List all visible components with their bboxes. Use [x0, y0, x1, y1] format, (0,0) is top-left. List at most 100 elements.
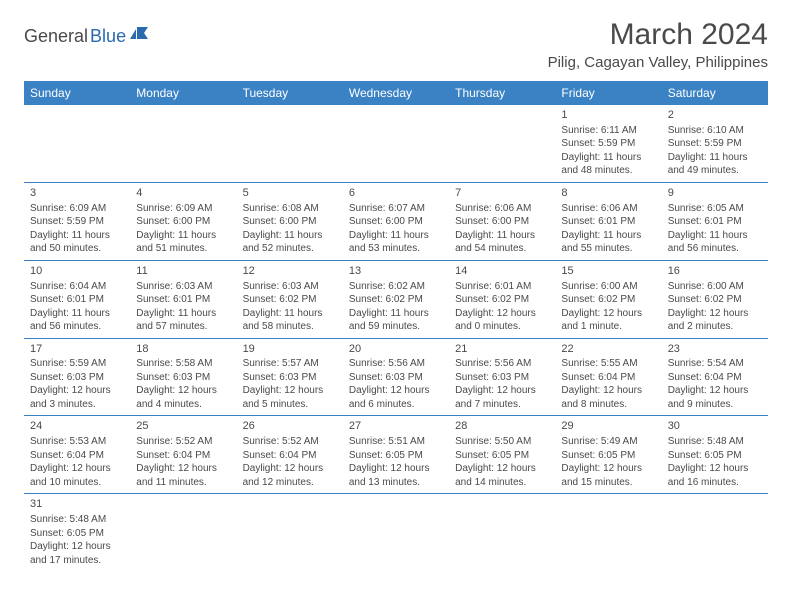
calendar-day-cell: 4Sunrise: 6:09 AMSunset: 6:00 PMDaylight…	[130, 182, 236, 260]
sunrise-text: Sunrise: 5:55 AM	[561, 357, 655, 371]
calendar-day-cell: 19Sunrise: 5:57 AMSunset: 6:03 PMDayligh…	[237, 338, 343, 416]
daylight-text: Daylight: 12 hours and 5 minutes.	[243, 384, 337, 411]
sunrise-text: Sunrise: 6:03 AM	[136, 280, 230, 294]
calendar-day-cell: 1Sunrise: 6:11 AMSunset: 5:59 PMDaylight…	[555, 105, 661, 182]
day-number: 25	[136, 419, 230, 434]
daylight-text: Daylight: 11 hours and 57 minutes.	[136, 307, 230, 334]
calendar-day-cell	[343, 105, 449, 182]
calendar-day-cell: 10Sunrise: 6:04 AMSunset: 6:01 PMDayligh…	[24, 260, 130, 338]
sunrise-text: Sunrise: 5:49 AM	[561, 435, 655, 449]
calendar-week-row: 17Sunrise: 5:59 AMSunset: 6:03 PMDayligh…	[24, 338, 768, 416]
day-number: 18	[136, 342, 230, 357]
day-number: 27	[349, 419, 443, 434]
sunrise-text: Sunrise: 5:57 AM	[243, 357, 337, 371]
daylight-text: Daylight: 12 hours and 7 minutes.	[455, 384, 549, 411]
day-number: 7	[455, 186, 549, 201]
sunset-text: Sunset: 6:04 PM	[561, 371, 655, 385]
weekday-header: Thursday	[449, 81, 555, 105]
calendar-day-cell: 28Sunrise: 5:50 AMSunset: 6:05 PMDayligh…	[449, 416, 555, 494]
calendar-day-cell: 30Sunrise: 5:48 AMSunset: 6:05 PMDayligh…	[662, 416, 768, 494]
sunrise-text: Sunrise: 6:05 AM	[668, 202, 762, 216]
sunrise-text: Sunrise: 6:01 AM	[455, 280, 549, 294]
calendar-table: Sunday Monday Tuesday Wednesday Thursday…	[24, 81, 768, 571]
day-number: 16	[668, 264, 762, 279]
sunset-text: Sunset: 6:01 PM	[668, 215, 762, 229]
calendar-day-cell	[24, 105, 130, 182]
sunset-text: Sunset: 6:02 PM	[455, 293, 549, 307]
day-number: 14	[455, 264, 549, 279]
daylight-text: Daylight: 11 hours and 56 minutes.	[30, 307, 124, 334]
day-number: 9	[668, 186, 762, 201]
day-number: 30	[668, 419, 762, 434]
daylight-text: Daylight: 11 hours and 50 minutes.	[30, 229, 124, 256]
sunrise-text: Sunrise: 5:59 AM	[30, 357, 124, 371]
logo-text-blue: Blue	[90, 26, 126, 47]
day-number: 15	[561, 264, 655, 279]
day-number: 29	[561, 419, 655, 434]
sunset-text: Sunset: 6:04 PM	[243, 449, 337, 463]
day-number: 19	[243, 342, 337, 357]
calendar-week-row: 3Sunrise: 6:09 AMSunset: 5:59 PMDaylight…	[24, 182, 768, 260]
calendar-day-cell: 9Sunrise: 6:05 AMSunset: 6:01 PMDaylight…	[662, 182, 768, 260]
day-number: 10	[30, 264, 124, 279]
sunset-text: Sunset: 6:01 PM	[30, 293, 124, 307]
daylight-text: Daylight: 12 hours and 15 minutes.	[561, 462, 655, 489]
calendar-day-cell: 29Sunrise: 5:49 AMSunset: 6:05 PMDayligh…	[555, 416, 661, 494]
daylight-text: Daylight: 12 hours and 8 minutes.	[561, 384, 655, 411]
calendar-day-cell: 23Sunrise: 5:54 AMSunset: 6:04 PMDayligh…	[662, 338, 768, 416]
calendar-day-cell: 27Sunrise: 5:51 AMSunset: 6:05 PMDayligh…	[343, 416, 449, 494]
sunset-text: Sunset: 6:03 PM	[136, 371, 230, 385]
sunset-text: Sunset: 6:03 PM	[455, 371, 549, 385]
sunrise-text: Sunrise: 5:48 AM	[30, 513, 124, 527]
day-number: 12	[243, 264, 337, 279]
daylight-text: Daylight: 12 hours and 9 minutes.	[668, 384, 762, 411]
day-number: 22	[561, 342, 655, 357]
calendar-day-cell: 3Sunrise: 6:09 AMSunset: 5:59 PMDaylight…	[24, 182, 130, 260]
daylight-text: Daylight: 11 hours and 56 minutes.	[668, 229, 762, 256]
sunrise-text: Sunrise: 6:09 AM	[30, 202, 124, 216]
title-block: March 2024 Pilig, Cagayan Valley, Philip…	[548, 18, 768, 71]
calendar-day-cell: 11Sunrise: 6:03 AMSunset: 6:01 PMDayligh…	[130, 260, 236, 338]
location-subtitle: Pilig, Cagayan Valley, Philippines	[548, 54, 768, 71]
sunrise-text: Sunrise: 6:06 AM	[561, 202, 655, 216]
day-number: 1	[561, 108, 655, 123]
day-number: 5	[243, 186, 337, 201]
daylight-text: Daylight: 12 hours and 4 minutes.	[136, 384, 230, 411]
daylight-text: Daylight: 12 hours and 12 minutes.	[243, 462, 337, 489]
calendar-day-cell: 21Sunrise: 5:56 AMSunset: 6:03 PMDayligh…	[449, 338, 555, 416]
daylight-text: Daylight: 12 hours and 3 minutes.	[30, 384, 124, 411]
calendar-day-cell	[662, 494, 768, 571]
calendar-day-cell: 15Sunrise: 6:00 AMSunset: 6:02 PMDayligh…	[555, 260, 661, 338]
calendar-week-row: 24Sunrise: 5:53 AMSunset: 6:04 PMDayligh…	[24, 416, 768, 494]
month-title: March 2024	[548, 18, 768, 52]
sunset-text: Sunset: 6:04 PM	[30, 449, 124, 463]
sunrise-text: Sunrise: 5:51 AM	[349, 435, 443, 449]
sunrise-text: Sunrise: 6:02 AM	[349, 280, 443, 294]
calendar-day-cell: 7Sunrise: 6:06 AMSunset: 6:00 PMDaylight…	[449, 182, 555, 260]
sunrise-text: Sunrise: 5:56 AM	[455, 357, 549, 371]
weekday-header: Monday	[130, 81, 236, 105]
daylight-text: Daylight: 12 hours and 11 minutes.	[136, 462, 230, 489]
sunset-text: Sunset: 6:05 PM	[668, 449, 762, 463]
calendar-day-cell	[130, 494, 236, 571]
day-number: 24	[30, 419, 124, 434]
page-header: General Blue March 2024 Pilig, Cagayan V…	[24, 18, 768, 71]
weekday-header-row: Sunday Monday Tuesday Wednesday Thursday…	[24, 81, 768, 105]
calendar-day-cell: 5Sunrise: 6:08 AMSunset: 6:00 PMDaylight…	[237, 182, 343, 260]
sunset-text: Sunset: 5:59 PM	[668, 137, 762, 151]
sunset-text: Sunset: 6:02 PM	[668, 293, 762, 307]
weekday-header: Wednesday	[343, 81, 449, 105]
daylight-text: Daylight: 11 hours and 51 minutes.	[136, 229, 230, 256]
daylight-text: Daylight: 12 hours and 0 minutes.	[455, 307, 549, 334]
sunset-text: Sunset: 6:05 PM	[30, 527, 124, 541]
sunrise-text: Sunrise: 6:09 AM	[136, 202, 230, 216]
day-number: 13	[349, 264, 443, 279]
daylight-text: Daylight: 12 hours and 10 minutes.	[30, 462, 124, 489]
sunset-text: Sunset: 6:04 PM	[668, 371, 762, 385]
calendar-week-row: 31Sunrise: 5:48 AMSunset: 6:05 PMDayligh…	[24, 494, 768, 571]
sunset-text: Sunset: 6:04 PM	[136, 449, 230, 463]
calendar-week-row: 1Sunrise: 6:11 AMSunset: 5:59 PMDaylight…	[24, 105, 768, 182]
sunrise-text: Sunrise: 6:00 AM	[561, 280, 655, 294]
day-number: 3	[30, 186, 124, 201]
daylight-text: Daylight: 12 hours and 2 minutes.	[668, 307, 762, 334]
